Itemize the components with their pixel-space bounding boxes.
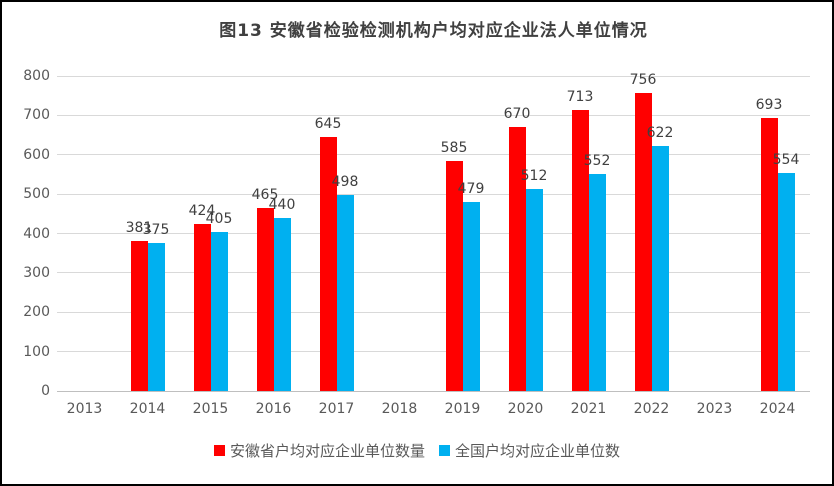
y-tick-300: 300 bbox=[23, 264, 50, 281]
data-label-national-2014: 375 bbox=[142, 222, 170, 239]
legend-label-national: 全国户均对应企业单位数 bbox=[455, 442, 621, 460]
data-label-national-2017: 498 bbox=[331, 173, 359, 190]
bar-national-2022 bbox=[651, 146, 669, 391]
legend: 安徽省户均对应企业单位数量 全国户均对应企业单位数 bbox=[2, 440, 832, 461]
bar-anhui-2017 bbox=[319, 137, 337, 391]
data-label-national-2021: 552 bbox=[583, 152, 611, 169]
gridline-700 bbox=[57, 114, 810, 116]
legend-swatch-national-icon bbox=[439, 445, 450, 456]
x-tick-2017: 2017 bbox=[318, 401, 355, 417]
legend-item-anhui: 安徽省户均对应企业单位数量 bbox=[213, 440, 425, 461]
y-tick-700: 700 bbox=[23, 107, 50, 124]
bar-anhui-2022 bbox=[634, 93, 652, 391]
bar-national-2019 bbox=[462, 202, 480, 391]
bar-anhui-2014 bbox=[130, 240, 148, 391]
x-tick-2013: 2013 bbox=[66, 401, 103, 417]
x-tick-2015: 2015 bbox=[192, 401, 229, 417]
y-tick-200: 200 bbox=[23, 304, 50, 321]
gridline-600 bbox=[57, 154, 810, 156]
x-tick-2022: 2022 bbox=[633, 401, 670, 417]
gridline-300 bbox=[57, 272, 810, 274]
chart-title: 图13 安徽省检验检测机构户均对应企业法人单位情况 bbox=[219, 21, 648, 41]
bar-anhui-2019 bbox=[445, 160, 463, 391]
legend-label-anhui: 安徽省户均对应企业单位数量 bbox=[229, 442, 425, 460]
y-tick-600: 600 bbox=[23, 146, 50, 163]
y-tick-100: 100 bbox=[23, 343, 50, 360]
data-label-anhui-2016: 465 bbox=[251, 186, 279, 203]
bar-national-2014 bbox=[147, 243, 165, 391]
bar-anhui-2015 bbox=[193, 224, 211, 391]
legend-item-national: 全国户均对应企业单位数 bbox=[439, 440, 620, 461]
data-label-anhui-2014: 381 bbox=[125, 219, 153, 236]
data-label-anhui-2019: 585 bbox=[440, 139, 468, 156]
data-label-anhui-2017: 645 bbox=[314, 116, 342, 133]
bar-national-2024 bbox=[777, 172, 795, 391]
x-tick-2018: 2018 bbox=[381, 401, 418, 417]
legend-swatch-anhui-icon bbox=[213, 445, 225, 456]
gridline-500 bbox=[57, 193, 810, 195]
bar-anhui-2024 bbox=[760, 118, 778, 391]
y-tick-800: 800 bbox=[23, 68, 50, 84]
data-label-anhui-2015: 424 bbox=[188, 203, 216, 220]
data-label-national-2016: 440 bbox=[268, 196, 296, 213]
x-tick-2020: 2020 bbox=[507, 401, 544, 417]
data-label-anhui-2021: 713 bbox=[566, 89, 594, 106]
data-label-anhui-2024: 693 bbox=[755, 97, 783, 114]
bar-national-2021 bbox=[588, 173, 606, 391]
gridline-800 bbox=[57, 75, 810, 77]
y-tick-500: 500 bbox=[23, 186, 50, 203]
x-tick-2019: 2019 bbox=[444, 401, 481, 417]
bar-national-2015 bbox=[210, 231, 228, 391]
data-label-national-2022: 622 bbox=[646, 125, 674, 142]
bar-national-2020 bbox=[525, 189, 543, 391]
plot-area bbox=[57, 75, 810, 392]
bar-anhui-2020 bbox=[508, 127, 526, 391]
data-label-national-2019: 479 bbox=[457, 181, 485, 198]
bar-national-2016 bbox=[273, 217, 291, 391]
x-tick-2024: 2024 bbox=[759, 401, 796, 417]
gridline-0 bbox=[57, 390, 810, 392]
data-label-anhui-2020: 670 bbox=[503, 106, 531, 123]
x-tick-2016: 2016 bbox=[255, 401, 292, 417]
data-label-anhui-2022: 756 bbox=[629, 72, 657, 89]
y-tick-0: 0 bbox=[41, 383, 50, 399]
bar-national-2017 bbox=[336, 194, 354, 391]
gridline-400 bbox=[57, 233, 810, 234]
bar-anhui-2016 bbox=[256, 207, 274, 391]
data-label-national-2020: 512 bbox=[520, 168, 548, 185]
bar-anhui-2021 bbox=[571, 110, 589, 391]
y-tick-400: 400 bbox=[23, 225, 50, 242]
data-label-national-2015: 405 bbox=[205, 210, 233, 227]
x-tick-2021: 2021 bbox=[570, 401, 607, 417]
gridline-200 bbox=[57, 311, 810, 313]
x-tick-2023: 2023 bbox=[696, 401, 733, 417]
x-tick-2014: 2014 bbox=[129, 401, 166, 417]
gridline-100 bbox=[57, 351, 810, 353]
data-label-national-2024: 554 bbox=[772, 151, 800, 168]
